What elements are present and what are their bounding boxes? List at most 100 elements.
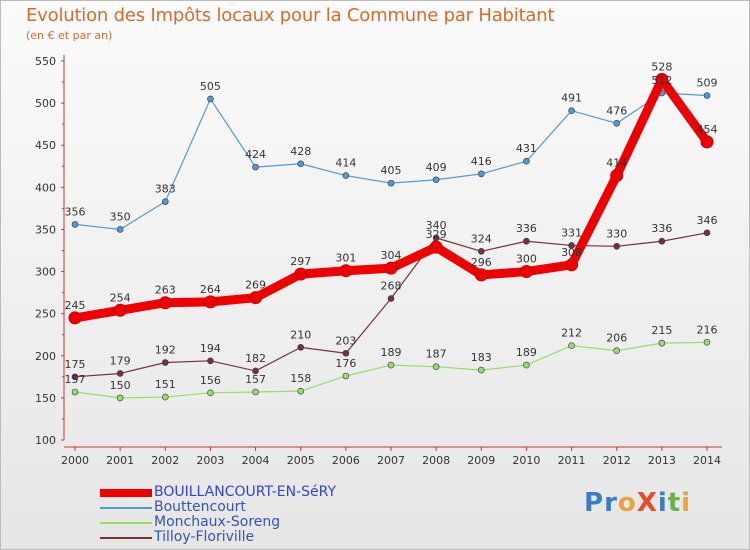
logo-letter: i	[657, 488, 668, 518]
data-point	[703, 92, 711, 99]
data-point	[113, 303, 127, 317]
data-label: 245	[65, 299, 86, 312]
data-point	[655, 73, 669, 87]
data-label: 428	[290, 145, 311, 158]
data-point	[523, 237, 530, 245]
data-point	[252, 367, 259, 375]
y-tick-label: 200	[35, 350, 56, 363]
logo-letter: P	[584, 488, 605, 518]
logo-letter: r	[604, 488, 618, 518]
y-tick-label: 100	[35, 434, 56, 447]
data-label: 150	[110, 379, 131, 392]
data-point	[429, 240, 443, 254]
data-label: 212	[561, 327, 582, 340]
data-label: 264	[200, 283, 221, 296]
data-label: 157	[65, 373, 86, 386]
y-tick-label: 500	[35, 97, 56, 110]
data-label: 263	[155, 284, 176, 297]
y-tick-label: 400	[35, 181, 56, 194]
legend-label: BOUILLANCOURT-EN-SéRY	[154, 484, 337, 500]
data-point	[342, 349, 350, 357]
legend-swatch	[100, 537, 152, 539]
data-point	[523, 361, 530, 369]
data-label: 416	[471, 155, 492, 168]
x-tick-label: 2009	[467, 454, 495, 467]
data-label: 176	[335, 357, 356, 370]
chart-subtitle: (en € et par an)	[26, 29, 113, 42]
data-label: 300	[516, 253, 537, 266]
legend-swatch	[100, 507, 152, 509]
data-label: 304	[381, 249, 402, 262]
data-point	[700, 135, 714, 149]
data-label: 414	[606, 157, 627, 170]
data-label: 330	[606, 227, 627, 240]
data-point	[203, 295, 217, 309]
y-tick-label: 250	[35, 308, 56, 321]
data-point	[384, 261, 398, 275]
x-tick-label: 2003	[196, 454, 224, 467]
x-tick-label: 2006	[332, 454, 360, 467]
logo-letter: i	[681, 488, 692, 518]
data-label: 215	[651, 324, 672, 337]
data-label: 156	[200, 374, 221, 387]
y-tick-label: 300	[35, 266, 56, 279]
data-point	[68, 311, 82, 325]
x-tick-label: 2010	[512, 454, 540, 467]
data-point	[703, 229, 711, 237]
data-label: 179	[110, 354, 131, 367]
data-point	[71, 221, 79, 228]
data-label: 356	[65, 205, 86, 218]
data-label: 424	[245, 148, 266, 161]
data-point	[474, 268, 488, 282]
y-tick-label: 550	[35, 55, 56, 68]
y-tick-label: 150	[35, 392, 56, 405]
data-label: 203	[335, 334, 356, 347]
data-label: 182	[245, 352, 266, 365]
data-label: 346	[697, 214, 718, 227]
data-point	[703, 339, 711, 346]
data-point	[658, 339, 666, 347]
data-point	[252, 388, 259, 396]
data-label: 296	[471, 256, 492, 269]
data-point	[610, 169, 624, 183]
data-point	[565, 258, 579, 272]
data-point	[658, 237, 666, 245]
data-point	[116, 370, 124, 377]
data-point	[71, 373, 79, 381]
data-label: 528	[651, 61, 672, 74]
data-point	[207, 357, 214, 365]
x-tick-label: 2002	[151, 454, 179, 467]
data-label: 329	[426, 228, 447, 241]
data-point	[477, 366, 485, 374]
data-label: 189	[381, 346, 402, 359]
data-label: 350	[110, 210, 131, 223]
data-point	[523, 157, 530, 165]
data-label: 336	[651, 222, 672, 235]
data-point	[519, 265, 533, 279]
data-label: 509	[697, 77, 718, 90]
data-point	[432, 176, 440, 184]
data-point	[161, 393, 169, 401]
data-point	[71, 388, 79, 396]
data-label: 409	[426, 161, 447, 174]
data-label: 324	[471, 232, 492, 245]
data-label: 405	[381, 164, 402, 177]
chart-title: Evolution des Impôts locaux pour la Comm…	[26, 5, 555, 26]
data-label: 269	[245, 279, 266, 292]
legend-swatch	[100, 489, 152, 497]
data-label: 254	[110, 291, 131, 304]
x-tick-label: 2013	[648, 454, 676, 467]
data-point	[161, 198, 169, 205]
legend-label: Tilloy-Floriville	[154, 529, 255, 545]
x-tick-label: 2001	[106, 454, 134, 467]
data-point	[158, 296, 172, 310]
data-point	[161, 359, 169, 366]
data-label: 414	[335, 157, 356, 170]
data-point	[613, 242, 621, 250]
data-label: 157	[245, 373, 266, 386]
proxiti-logo: ProXiti	[584, 488, 691, 518]
data-point	[568, 342, 575, 349]
data-label: 175	[65, 358, 86, 371]
data-label: 194	[200, 342, 221, 355]
